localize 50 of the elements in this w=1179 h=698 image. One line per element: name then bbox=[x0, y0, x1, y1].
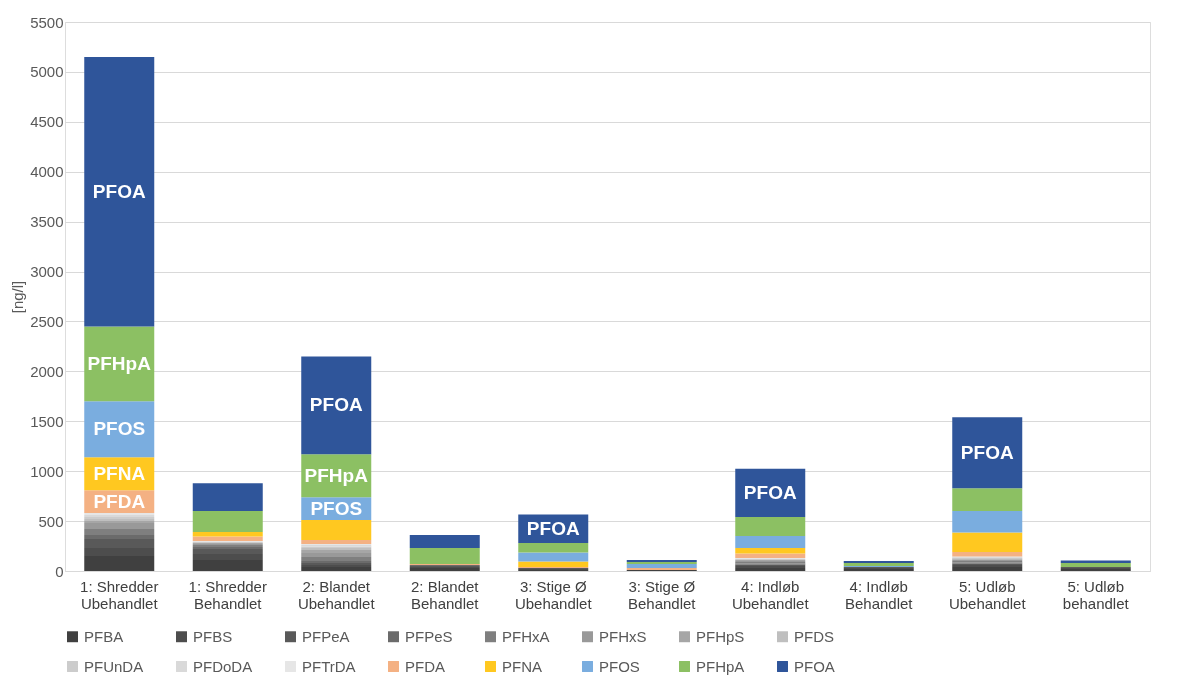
data-label: PFHpA bbox=[304, 464, 369, 486]
y-tick-label: 1000 bbox=[30, 462, 64, 480]
x-tick-label: 3: Stige Ø Ubehandlet bbox=[514, 577, 593, 612]
data-label: PFDA bbox=[93, 490, 146, 512]
legend-label: PFPeS bbox=[405, 627, 453, 645]
y-tick-label: 3500 bbox=[30, 213, 64, 231]
data-label: PFOS bbox=[93, 418, 146, 440]
y-tick-label: 0 bbox=[55, 562, 64, 580]
data-label: PFOA bbox=[526, 517, 580, 539]
x-tick-label: 4: Indløb Ubehandlet bbox=[731, 577, 810, 612]
legend-label: PFHxA bbox=[502, 627, 550, 645]
legend-label: PFHpA bbox=[696, 657, 745, 675]
legend-label: PFDA bbox=[405, 657, 446, 675]
y-tick-label: 2000 bbox=[30, 362, 64, 380]
x-tick-label: 4: Indløb Behandlet bbox=[844, 577, 914, 612]
y-tick-label: 4500 bbox=[30, 113, 64, 131]
data-label: PFNA bbox=[93, 462, 146, 484]
legend-label: PFOS bbox=[599, 657, 640, 675]
legend-label: PFBS bbox=[193, 627, 233, 645]
y-tick-label: 3000 bbox=[30, 263, 64, 281]
x-tick-label: 2: Blandet Behandlet bbox=[410, 577, 480, 612]
legend-label: PFOA bbox=[794, 657, 835, 675]
x-tick-label: 1: Shredder Behandlet bbox=[188, 577, 267, 612]
x-tick-label: 5: Udløb behandlet bbox=[1062, 577, 1130, 612]
y-tick-label: 5500 bbox=[30, 13, 64, 31]
y-axis-title: [ng/l] bbox=[9, 280, 27, 314]
legend-label: PFNA bbox=[502, 657, 543, 675]
legend-label: PFBA bbox=[84, 627, 124, 645]
y-tick-label: 500 bbox=[38, 512, 64, 530]
legend-label: PFDoDA bbox=[193, 657, 253, 675]
x-tick-label: 3: Stige Ø Behandlet bbox=[627, 577, 697, 612]
legend-label: PFUnDA bbox=[84, 657, 144, 675]
data-label: PFHpA bbox=[87, 352, 152, 374]
x-tick-label: 5: Udløb Ubehandlet bbox=[948, 577, 1027, 612]
y-tick-label: 4000 bbox=[30, 163, 64, 181]
data-label: PFOA bbox=[743, 481, 797, 503]
y-tick-label: 2500 bbox=[30, 312, 64, 330]
legend-label: PFHpS bbox=[696, 627, 745, 645]
legend-label: PFPeA bbox=[302, 627, 350, 645]
data-label: PFOS bbox=[310, 497, 363, 519]
legend-label: PFHxS bbox=[599, 627, 647, 645]
y-tick-label: 1500 bbox=[30, 412, 64, 430]
y-tick-label: 5000 bbox=[30, 63, 64, 81]
legend-label: PFTrDA bbox=[302, 657, 356, 675]
legend-label: PFDS bbox=[794, 627, 835, 645]
x-tick-label: 1: Shredder Ubehandlet bbox=[80, 577, 159, 612]
x-tick-label: 2: Blandet Ubehandlet bbox=[297, 577, 376, 612]
data-label: PFOA bbox=[960, 441, 1014, 463]
data-label: PFOA bbox=[309, 394, 363, 416]
data-label: PFOA bbox=[92, 180, 146, 202]
